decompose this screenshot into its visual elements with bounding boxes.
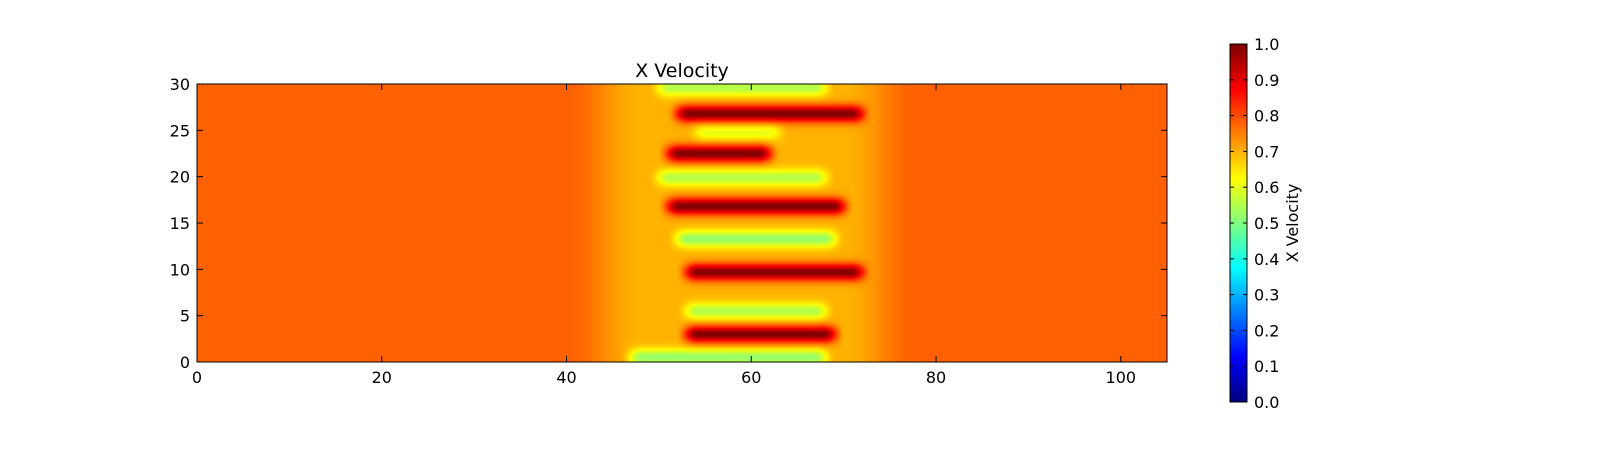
colorbar-tick-label: 0.7 <box>1254 142 1279 161</box>
x-tick-label: 60 <box>741 368 761 387</box>
y-axis: 0 5 10 15 20 25 30 <box>170 75 1167 372</box>
colorbar-tick-label: 0.1 <box>1254 357 1279 376</box>
colorbar-gradient <box>1230 44 1247 402</box>
y-tick-label: 0 <box>180 353 190 372</box>
colorbar-tick-label: 0.2 <box>1254 321 1279 340</box>
x-tick-label: 20 <box>372 368 392 387</box>
x-tick-label: 80 <box>926 368 946 387</box>
colorbar-tick-label: 0.6 <box>1254 178 1279 197</box>
colorbar-tick-label: 0.5 <box>1254 214 1279 233</box>
x-axis: 0 20 40 60 80 100 <box>192 84 1136 387</box>
colorbar-tick-label: 0.4 <box>1254 250 1279 269</box>
colorbar-label: X Velocity <box>1283 184 1302 263</box>
x-tick-label: 40 <box>556 368 576 387</box>
colorbar-tick-label: 0.9 <box>1254 71 1279 90</box>
y-tick-label: 20 <box>170 168 190 187</box>
x-tick-label: 100 <box>1106 368 1137 387</box>
y-tick-label: 30 <box>170 75 190 94</box>
y-tick-label: 10 <box>170 260 190 279</box>
colorbar-tick-label: 0.3 <box>1254 286 1279 305</box>
colorbar-tick-label: 0.8 <box>1254 107 1279 126</box>
colorbar-ticks: 0.0 0.1 0.2 0.3 0.4 0.5 0.6 0.7 0.8 0.9 1.0 <box>1230 35 1279 412</box>
chart-title: X Velocity <box>635 60 729 82</box>
x-tick-label: 0 <box>192 368 202 387</box>
y-tick-label: 15 <box>170 214 190 233</box>
y-tick-label: 5 <box>180 307 190 326</box>
plot-area <box>196 83 1168 363</box>
colorbar: 0.0 0.1 0.2 0.3 0.4 0.5 0.6 0.7 0.8 0.9 1.0 X Velo… <box>1229 35 1302 412</box>
colorbar-tick-label: 1.0 <box>1254 35 1279 54</box>
y-tick-label: 25 <box>170 121 190 140</box>
colorbar-tick-label: 0.0 <box>1254 393 1279 412</box>
heatmap-image <box>197 84 1167 362</box>
